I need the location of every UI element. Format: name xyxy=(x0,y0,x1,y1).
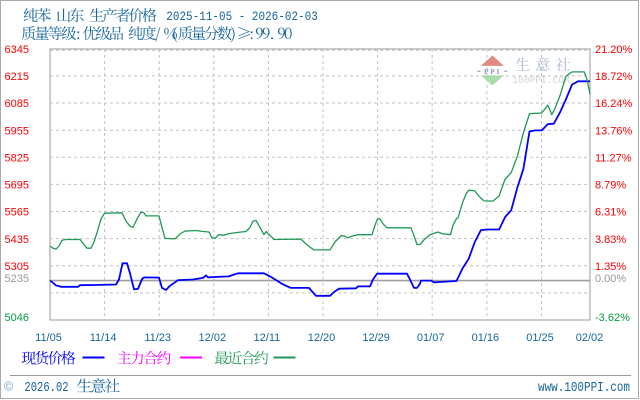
svg-text:18.72%: 18.72% xyxy=(595,71,633,83)
svg-text:6345: 6345 xyxy=(5,44,29,56)
svg-text:5565: 5565 xyxy=(5,207,29,219)
svg-text:12/11: 12/11 xyxy=(254,332,281,344)
svg-text:-3.62%: -3.62% xyxy=(595,312,630,324)
svg-text:6.31%: 6.31% xyxy=(595,207,626,219)
svg-text:11/05: 11/05 xyxy=(35,332,62,344)
svg-text:12/20: 12/20 xyxy=(308,332,336,344)
svg-text:3.83%: 3.83% xyxy=(595,234,626,246)
svg-text:PPI: PPI xyxy=(484,67,501,76)
svg-text:©: © xyxy=(4,380,14,394)
svg-text:5435: 5435 xyxy=(5,234,29,246)
svg-text:21.20%: 21.20% xyxy=(595,44,633,56)
svg-text:11/23: 11/23 xyxy=(144,332,171,344)
svg-text:1.35%: 1.35% xyxy=(595,261,626,273)
svg-text:2025-11-05 - 2026-02-03: 2025-11-05 - 2026-02-03 xyxy=(166,9,317,24)
svg-text:5955: 5955 xyxy=(5,125,29,137)
svg-text:6215: 6215 xyxy=(5,71,29,83)
svg-text:02/02: 02/02 xyxy=(576,332,604,344)
svg-text:13.76%: 13.76% xyxy=(595,125,633,137)
svg-text:01/07: 01/07 xyxy=(417,332,445,344)
svg-text:5235: 5235 xyxy=(5,273,29,285)
svg-text:0.00%: 0.00% xyxy=(595,273,626,285)
svg-text:11/14: 11/14 xyxy=(90,332,117,344)
svg-text:12/29: 12/29 xyxy=(362,332,390,344)
svg-text:01/25: 01/25 xyxy=(526,332,554,344)
svg-text:www.100PPI.com: www.100PPI.com xyxy=(538,381,630,396)
svg-text:6085: 6085 xyxy=(5,98,29,110)
svg-text:16.24%: 16.24% xyxy=(595,98,633,110)
svg-text:8.79%: 8.79% xyxy=(595,180,626,192)
svg-text:2026.02: 2026.02 xyxy=(24,381,68,396)
svg-text:01/16: 01/16 xyxy=(472,332,500,344)
svg-text:12/02: 12/02 xyxy=(199,332,227,344)
svg-text:100PPI.COM: 100PPI.COM xyxy=(512,76,570,87)
svg-text:11.27%: 11.27% xyxy=(595,153,632,165)
svg-text:5695: 5695 xyxy=(5,180,29,192)
svg-text:5046: 5046 xyxy=(5,312,29,324)
svg-text:5825: 5825 xyxy=(5,153,29,165)
svg-text:5305: 5305 xyxy=(5,261,29,273)
